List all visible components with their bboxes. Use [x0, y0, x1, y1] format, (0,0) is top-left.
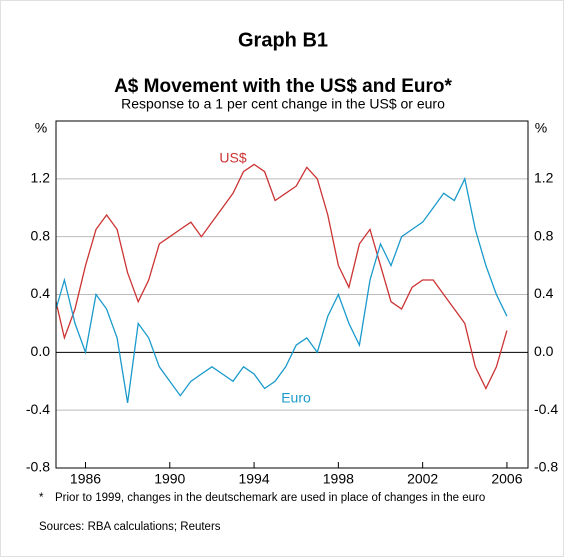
chart-subtitle: A$ Movement with the US$ and Euro*	[114, 76, 452, 97]
y2-tick-label: 1.2	[534, 170, 554, 186]
x-tick-label: 2002	[407, 471, 438, 487]
y-tick-label: -0.4	[26, 401, 50, 417]
footnote: Prior to 1999, changes in the deutschema…	[55, 492, 486, 504]
y-unit: %	[35, 120, 47, 136]
y2-tick-label: 0.8	[534, 227, 554, 243]
series-label: Euro	[281, 390, 311, 406]
y2-tick-label: -0.8	[534, 459, 558, 475]
x-tick-label: 1990	[154, 471, 185, 487]
footnote-marker: *	[39, 492, 44, 504]
y2-unit: %	[535, 120, 547, 136]
y2-tick-label: -0.4	[534, 401, 558, 417]
sources: Sources: RBA calculations; Reuters	[39, 521, 221, 533]
x-tick-label: 1994	[238, 471, 269, 487]
chart-title: Graph B1	[238, 29, 328, 51]
y-tick-label: -0.8	[26, 459, 50, 475]
plot-frame	[55, 120, 529, 469]
y-tick-label: 0.0	[31, 343, 51, 359]
y2-tick-label: 0.4	[534, 285, 554, 301]
x-tick-label: 1998	[323, 471, 354, 487]
series-line	[55, 163, 508, 390]
series-label: US$	[219, 150, 246, 166]
series-line	[55, 176, 508, 404]
x-tick-label: 1986	[70, 471, 101, 487]
y-tick-label: 1.2	[31, 170, 51, 186]
chart-description: Response to a 1 per cent change in the U…	[121, 96, 445, 112]
y-tick-label: 0.8	[31, 227, 51, 243]
x-tick-label: 2006	[491, 471, 522, 487]
y-tick-label: 0.4	[31, 285, 51, 301]
y2-tick-label: 0.0	[534, 343, 554, 359]
